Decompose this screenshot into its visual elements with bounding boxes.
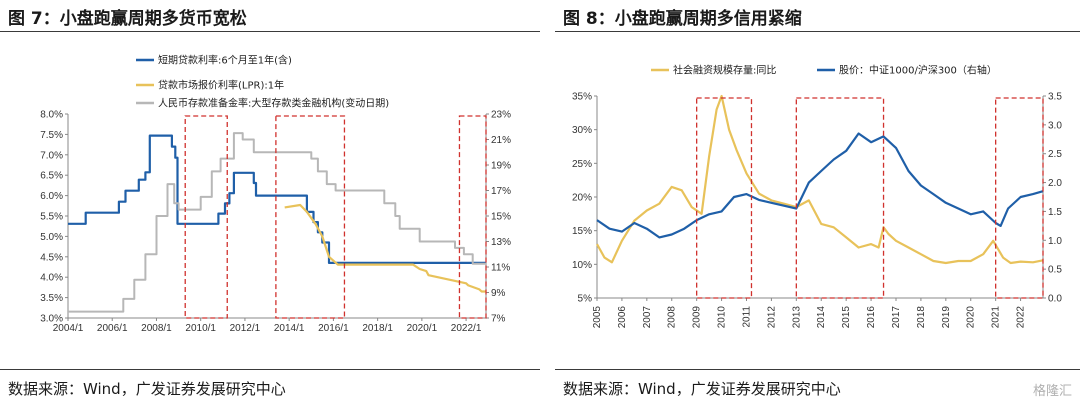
y-right-tick-label: 2.5 <box>1048 149 1062 160</box>
x-tick-label: 2018/1 <box>362 323 393 334</box>
y-left-tick-label: 35% <box>572 92 592 103</box>
x-tick-label: 2013 <box>791 306 802 329</box>
y-right-tick-label: 11% <box>491 263 510 274</box>
x-tick-label: 2005 <box>592 306 603 329</box>
x-tick-label: 2008 <box>667 306 678 329</box>
chart-left-svg: 3.0% 3.5% 4.0% 4.5% 5.0% 5.5% 6.0% 6.5% 7.0% 7.5%… <box>40 54 511 335</box>
highlight-box <box>795 97 885 299</box>
y-left-tick-label: 20% <box>572 193 592 204</box>
highlight-box <box>995 97 1044 299</box>
x-tick-label: 2012/1 <box>230 323 261 334</box>
x-tick-label: 2018 <box>916 306 927 329</box>
x-tick-label: 2014/1 <box>274 323 305 334</box>
highlight-box <box>696 97 753 299</box>
series-line <box>68 132 486 313</box>
x-tick-label: 2021 <box>991 306 1002 329</box>
y-right-tick-label: 19% <box>491 161 511 172</box>
chart-source: 数据来源：Wind，广发证券发展研究中心 <box>563 380 841 398</box>
x-tick-label: 2008/1 <box>141 323 172 334</box>
y-right-tick-label: 21% <box>491 135 511 146</box>
series-line <box>596 132 1044 239</box>
source-rule <box>0 369 540 370</box>
y-left-tick-label: 5% <box>578 294 593 305</box>
y-left-tick-label: 6.0% <box>40 191 63 202</box>
y-left-tick-label: 15% <box>572 226 592 237</box>
series-line <box>284 203 486 293</box>
chart-panel-left: 图 7：小盘跑赢周期多货币宽松 3.0% 3.5% 4.0% 4.5% 5.0% 5.5%… <box>0 9 540 398</box>
source-rule <box>555 369 1080 370</box>
y-right-tick-label: 13% <box>491 237 511 248</box>
y-right-tick-label: 0.0 <box>1048 294 1062 305</box>
x-tick-label: 2020/1 <box>407 323 438 334</box>
chart-title: 图 7：小盘跑赢周期多货币宽松 <box>8 9 247 29</box>
title-rule <box>0 31 540 32</box>
x-tick-label: 2004/1 <box>53 323 84 334</box>
y-left-tick-label: 6.5% <box>40 171 63 182</box>
legend-label: 人民币存款准备金率:大型存款类金融机构(变动日期) <box>158 97 389 110</box>
y-left-tick-label: 3.0% <box>40 314 63 325</box>
y-right-tick-label: 17% <box>491 186 511 197</box>
y-left-tick-label: 5.5% <box>40 212 63 223</box>
x-tick-label: 2006/1 <box>97 323 128 334</box>
x-tick-label: 2009 <box>692 306 703 329</box>
y-left-tick-label: 3.5% <box>40 293 63 304</box>
y-right-tick-label: 2.0 <box>1048 178 1062 189</box>
x-tick-label: 2022/1 <box>451 323 482 334</box>
y-left-tick-label: 7.0% <box>40 150 63 161</box>
x-tick-label: 2020 <box>966 306 977 329</box>
y-right-tick-label: 1.5 <box>1048 207 1062 218</box>
y-left-tick-label: 7.5% <box>40 130 63 141</box>
x-tick-label: 2007 <box>642 306 653 329</box>
y-left-tick-label: 8.0% <box>40 110 63 121</box>
x-tick-label: 2015 <box>841 306 852 329</box>
legend-label: 股价：中证1000/沪深300（右轴） <box>839 64 997 77</box>
legend-label: 短期贷款利率:6个月至1年(含) <box>158 54 292 67</box>
y-right-tick-label: 0.5 <box>1048 265 1062 276</box>
y-right-tick-label: 15% <box>491 212 511 223</box>
y-right-tick-label: 23% <box>491 110 511 121</box>
y-right-tick-label: 9% <box>491 288 506 299</box>
y-left-tick-label: 30% <box>572 125 592 136</box>
highlight-box <box>275 115 346 319</box>
title-rule <box>555 31 1080 32</box>
x-tick-label: 2022 <box>1016 306 1027 329</box>
highlight-box <box>458 115 487 319</box>
watermark-logo: 格隆汇 <box>1032 384 1072 399</box>
chart-title: 图 8：小盘跑赢周期多信用紧缩 <box>563 9 802 29</box>
x-tick-label: 2017 <box>891 306 902 329</box>
y-left-tick-label: 5.0% <box>40 232 63 243</box>
x-tick-label: 2019 <box>941 306 952 329</box>
y-right-tick-label: 7% <box>491 314 506 325</box>
y-left-tick-label: 25% <box>572 159 592 170</box>
series-line <box>596 94 1044 265</box>
x-tick-label: 2006 <box>617 306 628 329</box>
chart-source: 数据来源：Wind，广发证券发展研究中心 <box>8 380 286 398</box>
x-tick-label: 2014 <box>816 306 827 329</box>
x-tick-label: 2016 <box>866 306 877 329</box>
legend-label: 贷款市场报价利率(LPR):1年 <box>158 79 284 92</box>
x-tick-label: 2011 <box>741 306 752 328</box>
legend-label: 社会融资规模存量:同比 <box>673 64 776 77</box>
x-tick-label: 2010/1 <box>185 323 216 334</box>
highlight-box <box>184 115 228 319</box>
y-left-tick-label: 4.5% <box>40 252 63 263</box>
series-line <box>68 134 486 264</box>
y-right-tick-label: 3.0 <box>1048 120 1062 131</box>
y-right-tick-label: 1.0 <box>1048 236 1062 247</box>
x-tick-label: 2016/1 <box>318 323 349 334</box>
y-left-tick-label: 4.0% <box>40 273 63 284</box>
y-right-tick-label: 3.5 <box>1048 92 1062 103</box>
chart-panel-right: 图 8：小盘跑赢周期多信用紧缩 5% 10% 15% 20% 25% 30% 35% 0.0 0… <box>555 0 1080 405</box>
x-tick-label: 2010 <box>717 306 728 329</box>
x-tick-label: 2012 <box>766 306 777 329</box>
chart-right-svg: 5% 10% 15% 20% 25% 30% 35% 0.0 0.5 1.0 1.5 2.0 2.5 3.… <box>572 64 1062 329</box>
y-left-tick-label: 10% <box>572 260 592 271</box>
